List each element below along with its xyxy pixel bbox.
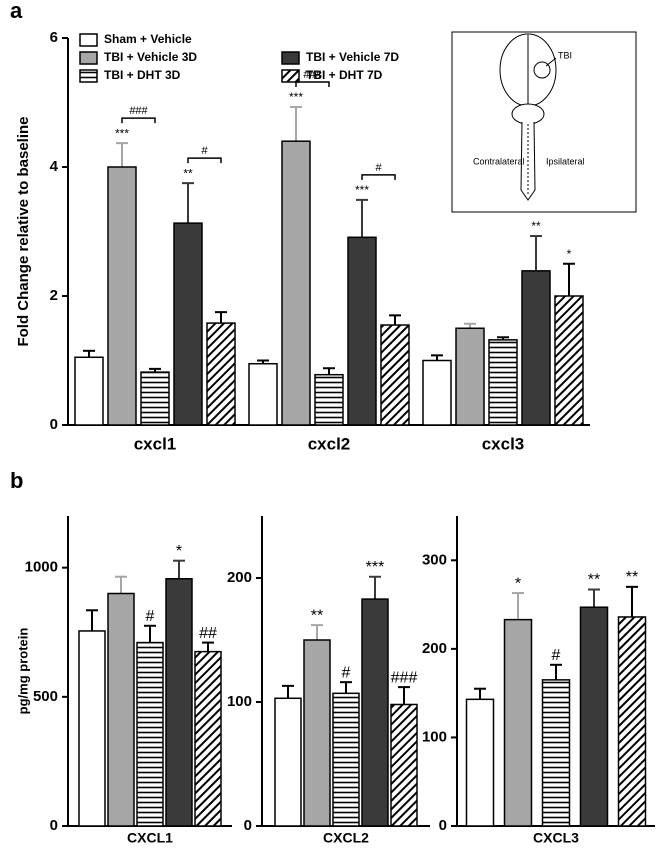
legend-swatch	[281, 69, 300, 83]
panel-label: b	[10, 468, 23, 493]
bar	[465, 698, 495, 827]
comparison-bracket	[121, 117, 156, 124]
significance-label: #	[552, 647, 561, 664]
significance-label: ***	[115, 126, 129, 140]
bar	[107, 166, 137, 426]
x-axis-label: CXCL1	[127, 830, 173, 846]
significance-label: *	[515, 575, 521, 592]
bar	[194, 650, 222, 827]
significance-label: ##	[199, 625, 217, 642]
x-axis-label: CXCL2	[323, 830, 369, 846]
bar	[107, 592, 135, 827]
comparison-bracket	[295, 81, 330, 88]
bar	[390, 703, 418, 827]
bar	[274, 697, 302, 827]
y-tick-label: 300	[422, 551, 447, 568]
y-tick-label: 6	[50, 29, 58, 46]
bar	[380, 324, 410, 426]
bar	[541, 679, 571, 827]
legend-swatch	[281, 51, 300, 65]
significance-label: **	[531, 219, 541, 233]
significance-label: *	[176, 543, 182, 560]
legend-label: Sham + Vehicle	[104, 32, 192, 46]
bar	[554, 295, 584, 426]
y-tick-label: 100	[422, 728, 447, 745]
comparison-bracket	[361, 174, 396, 180]
y-tick-label: 500	[33, 688, 58, 705]
bar	[503, 618, 533, 827]
bar	[136, 641, 164, 827]
bar	[422, 359, 452, 426]
y-axis-label: pg/mg protein	[15, 628, 30, 715]
legend-label: TBI + DHT 3D	[104, 68, 181, 82]
y-tick-label: 1000	[25, 559, 58, 576]
bar	[488, 339, 518, 426]
significance-label: **	[311, 607, 323, 624]
bar	[521, 270, 551, 426]
significance-label: **	[626, 569, 638, 586]
bar	[281, 140, 311, 426]
legend-label: TBI + DHT 7D	[306, 68, 383, 82]
bar	[78, 630, 106, 827]
significance-label: *	[567, 247, 572, 261]
bar	[361, 598, 389, 827]
bar	[74, 356, 104, 426]
comparison-label: ###	[129, 105, 148, 117]
legend-label: TBI + Vehicle 3D	[104, 50, 197, 64]
bar	[140, 371, 170, 426]
y-tick-label: 200	[422, 640, 447, 657]
y-tick-label: 0	[244, 817, 252, 834]
significance-label: ***	[366, 559, 385, 576]
bar	[173, 222, 203, 426]
bar	[314, 373, 344, 426]
y-tick-label: 0	[439, 817, 447, 834]
significance-label: ***	[355, 183, 369, 197]
y-tick-label: 0	[50, 817, 58, 834]
bar	[579, 606, 609, 827]
comparison-label: ###	[303, 69, 322, 81]
legend-swatch	[79, 69, 98, 83]
legend-label: TBI + Vehicle 7D	[306, 50, 399, 64]
x-tick-label: cxcl3	[482, 434, 525, 453]
x-tick-label: cxcl1	[134, 434, 177, 453]
significance-label: #	[342, 664, 351, 681]
bar	[165, 578, 193, 827]
inset-label: Contralateral	[473, 156, 525, 166]
significance-label: **	[183, 166, 193, 180]
bar	[332, 692, 360, 827]
bar	[248, 362, 278, 426]
x-tick-label: cxcl2	[308, 434, 351, 453]
y-tick-label: 200	[227, 569, 252, 586]
legend-swatch	[79, 33, 98, 47]
panel-label: a	[10, 0, 23, 23]
comparison-label: #	[201, 145, 208, 157]
significance-label: **	[588, 572, 600, 589]
y-axis-label: Fold Change relative to baseline	[15, 116, 32, 346]
significance-label: #	[146, 608, 155, 625]
y-tick-label: 4	[50, 158, 59, 175]
significance-label: ###	[391, 669, 418, 686]
bar	[617, 616, 647, 827]
y-tick-label: 100	[227, 693, 252, 710]
bar	[347, 236, 377, 426]
comparison-label: #	[375, 162, 382, 174]
brain-cerebellum	[511, 103, 545, 125]
legend-swatch	[79, 51, 98, 65]
inset: TBI Contralateral Ipsilateral	[451, 31, 637, 213]
y-tick-label: 0	[50, 416, 58, 433]
significance-label: ***	[289, 90, 303, 104]
y-tick-label: 2	[50, 287, 58, 304]
x-axis-label: CXCL3	[533, 830, 579, 846]
inset-label: Ipsilateral	[546, 156, 585, 166]
lesion-arrow	[545, 57, 557, 67]
bar	[206, 322, 236, 426]
comparison-bracket	[187, 157, 222, 164]
bar	[455, 327, 485, 426]
bar	[303, 639, 331, 827]
inset-label: TBI	[558, 50, 572, 60]
